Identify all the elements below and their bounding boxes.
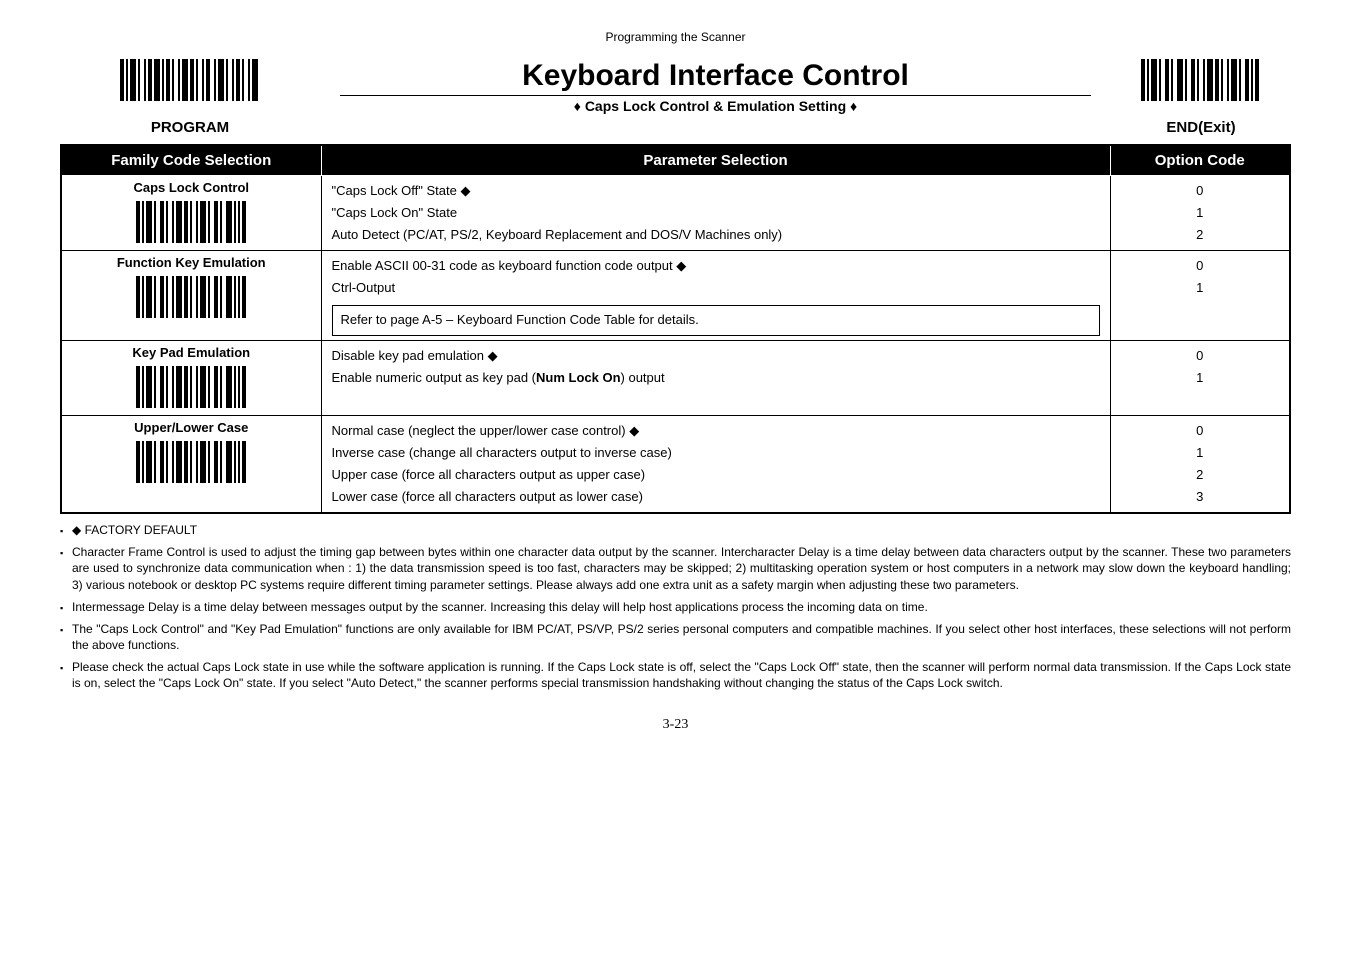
option-code: 1: [1121, 277, 1280, 299]
note-item: Intermessage Delay is a time delay betwe…: [60, 599, 1291, 615]
option-code: 0: [1121, 345, 1280, 367]
family-label: Upper/Lower Case: [72, 420, 311, 435]
family-barcode-icon: [136, 276, 246, 318]
family-label: Key Pad Emulation: [72, 345, 311, 360]
option-code: 2: [1121, 464, 1280, 486]
th-family: Family Code Selection: [61, 145, 321, 176]
param-line: Upper case (force all characters output …: [332, 464, 1100, 486]
option-code: 0: [1121, 255, 1280, 277]
top-section: Keyboard Interface Control ♦ Caps Lock C…: [60, 59, 1291, 114]
program-label: PROGRAM: [60, 119, 320, 136]
note-item: Character Frame Control is used to adjus…: [60, 544, 1291, 593]
main-title: Keyboard Interface Control: [320, 59, 1111, 93]
family-cell: Function Key Emulation: [61, 251, 321, 340]
th-parameter: Parameter Selection: [321, 145, 1110, 176]
option-code: 1: [1121, 202, 1280, 224]
option-code: 0: [1121, 420, 1280, 442]
param-line: Enable ASCII 00-31 code as keyboard func…: [332, 255, 1100, 277]
barcode-program-area: [60, 59, 320, 106]
sub-note: Refer to page A-5 – Keyboard Function Co…: [332, 305, 1100, 335]
option-cell: 0123: [1110, 415, 1290, 513]
page-number: 3-23: [60, 717, 1291, 733]
family-cell: Caps Lock Control: [61, 176, 321, 251]
family-barcode-icon: [136, 366, 246, 408]
param-line: Normal case (neglect the upper/lower cas…: [332, 420, 1100, 442]
note-item: ◆ FACTORY DEFAULT: [60, 522, 1291, 538]
main-table: Family Code Selection Parameter Selectio…: [60, 144, 1291, 514]
subtitle: ♦ Caps Lock Control & Emulation Setting …: [320, 98, 1111, 114]
family-barcode-icon: [136, 201, 246, 243]
family-cell: Upper/Lower Case: [61, 415, 321, 513]
param-line: Ctrl-Output: [332, 277, 1100, 299]
param-line: Lower case (force all characters output …: [332, 486, 1100, 508]
family-label: Function Key Emulation: [72, 255, 311, 270]
family-label: Caps Lock Control: [72, 180, 311, 195]
option-cell: 01: [1110, 251, 1290, 340]
option-cell: 012: [1110, 176, 1290, 251]
option-cell: 01: [1110, 340, 1290, 415]
option-code: 2: [1121, 224, 1280, 246]
option-code: 1: [1121, 442, 1280, 464]
option-code: 0: [1121, 180, 1280, 202]
title-section: Keyboard Interface Control ♦ Caps Lock C…: [320, 59, 1111, 114]
parameter-cell: Normal case (neglect the upper/lower cas…: [321, 415, 1110, 513]
end-barcode-icon: [1141, 59, 1261, 101]
barcode-end-area: [1111, 59, 1291, 106]
end-label: END(Exit): [1111, 119, 1291, 136]
param-line: Inverse case (change all characters outp…: [332, 442, 1100, 464]
note-item: The "Caps Lock Control" and "Key Pad Emu…: [60, 621, 1291, 653]
family-barcode-icon: [136, 441, 246, 483]
option-code: 3: [1121, 486, 1280, 508]
parameter-cell: Disable key pad emulation ◆Enable numeri…: [321, 340, 1110, 415]
parameter-cell: "Caps Lock Off" State ◆"Caps Lock On" St…: [321, 176, 1110, 251]
label-row: PROGRAM END(Exit): [60, 119, 1291, 136]
note-item: Please check the actual Caps Lock state …: [60, 659, 1291, 691]
param-line: Auto Detect (PC/AT, PS/2, Keyboard Repla…: [332, 224, 1100, 246]
program-barcode-icon: [120, 59, 260, 101]
parameter-cell: Enable ASCII 00-31 code as keyboard func…: [321, 251, 1110, 340]
family-cell: Key Pad Emulation: [61, 340, 321, 415]
th-option: Option Code: [1110, 145, 1290, 176]
page-header: Programming the Scanner: [60, 30, 1291, 44]
param-line: "Caps Lock Off" State ◆: [332, 180, 1100, 202]
param-line: "Caps Lock On" State: [332, 202, 1100, 224]
option-code: 1: [1121, 367, 1280, 389]
notes-list: ◆ FACTORY DEFAULT Character Frame Control…: [60, 522, 1291, 692]
